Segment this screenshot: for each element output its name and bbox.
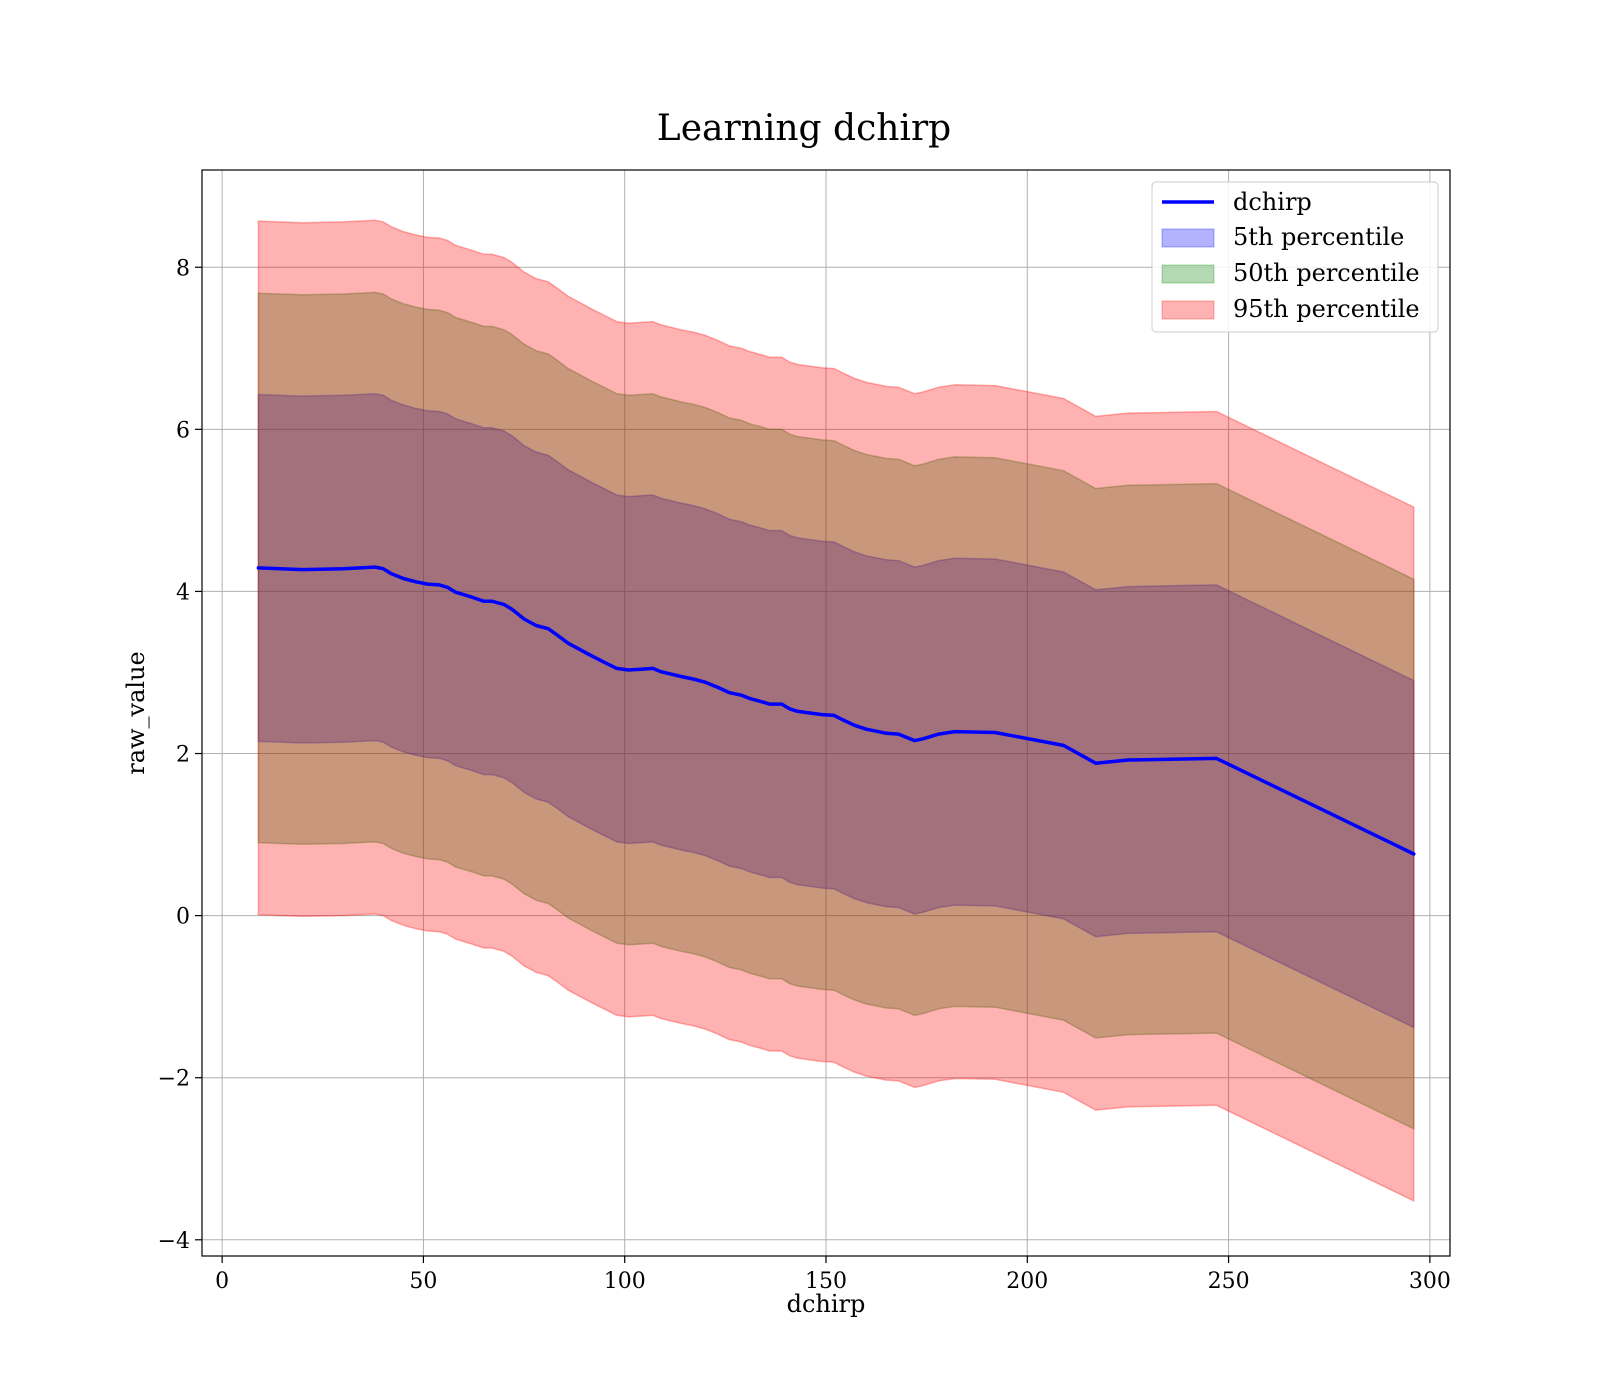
band-50th-percentile — [257, 291, 1415, 1130]
y-tick-label: −2 — [158, 1067, 190, 1092]
legend-label-dchirp: dchirp — [1233, 188, 1312, 216]
x-axis-label: dchirp — [787, 1290, 866, 1318]
legend-handle-5th-percentile — [1161, 228, 1215, 248]
chart-title: Learning dchirp — [657, 108, 951, 149]
legend-label-50th-percentile: 50th percentile — [1233, 259, 1420, 287]
y-tick-label: 6 — [176, 418, 190, 443]
y-tick-label: 4 — [176, 580, 190, 605]
legend-label-95th-percentile: 95th percentile — [1233, 295, 1420, 323]
legend-label-5th-percentile: 5th percentile — [1233, 223, 1404, 251]
x-tick-label: 150 — [805, 1269, 847, 1294]
series-line-dchirp — [256, 565, 1416, 856]
legend-box — [1151, 181, 1439, 333]
band-95th-percentile — [257, 219, 1415, 1203]
percentile-bands — [257, 219, 1415, 1203]
x-tick-label: 50 — [409, 1269, 437, 1294]
y-axis-label: raw_value — [122, 651, 150, 775]
legend: dchirp 5th percentile 50th percentile 95… — [1151, 181, 1439, 333]
x-tick-label: 300 — [1409, 1269, 1451, 1294]
y-tick-label: −4 — [158, 1229, 190, 1254]
legend-handle-95th-percentile — [1161, 300, 1215, 320]
axis-ticks: 0 50 100 150 200 250 300 −4 −2 0 2 4 6 8 — [158, 256, 1451, 1294]
band-5th-percentile — [257, 392, 1415, 1029]
y-tick-label: 8 — [176, 256, 190, 281]
y-tick-label: 2 — [176, 743, 190, 768]
x-tick-label: 0 — [215, 1269, 229, 1294]
grid — [202, 170, 1450, 1256]
x-tick-label: 250 — [1208, 1269, 1250, 1294]
legend-handle-50th-percentile — [1161, 264, 1215, 284]
x-tick-label: 100 — [604, 1269, 646, 1294]
x-tick-label: 200 — [1006, 1269, 1048, 1294]
data-lines — [256, 565, 1416, 856]
y-tick-label: 0 — [176, 905, 190, 930]
